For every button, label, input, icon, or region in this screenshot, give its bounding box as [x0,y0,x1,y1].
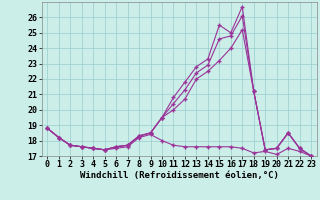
X-axis label: Windchill (Refroidissement éolien,°C): Windchill (Refroidissement éolien,°C) [80,171,279,180]
